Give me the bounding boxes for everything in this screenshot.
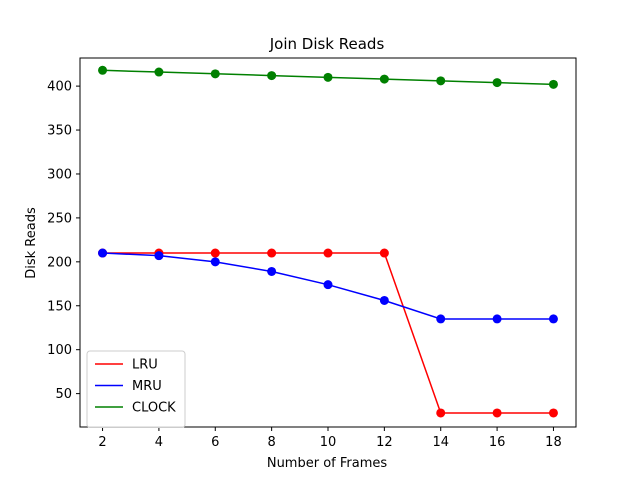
chart-title: Join Disk Reads <box>269 35 385 53</box>
y-tick-label: 350 <box>47 124 72 139</box>
data-point-lru <box>267 248 277 258</box>
x-tick-label: 4 <box>155 435 163 450</box>
data-point-mru <box>98 248 108 258</box>
y-axis: 50 100 150 200 250 300 350 400 <box>47 80 80 402</box>
data-point-clock <box>267 71 277 81</box>
data-point-lru <box>379 248 389 258</box>
y-axis-label: Disk Reads <box>24 207 39 279</box>
data-point-clock <box>436 76 446 86</box>
data-point-lru <box>210 248 220 258</box>
x-tick-label: 12 <box>376 435 393 450</box>
data-point-mru <box>436 314 446 324</box>
data-point-mru <box>492 314 502 324</box>
x-axis-label: Number of Frames <box>267 456 388 471</box>
data-point-mru <box>379 295 389 305</box>
legend: LRU MRU CLOCK <box>86 350 186 428</box>
data-point-clock <box>548 79 558 89</box>
data-point-mru <box>267 266 277 276</box>
y-tick-label: 400 <box>47 80 72 95</box>
y-tick-label: 200 <box>47 255 72 270</box>
x-tick-label: 14 <box>432 435 449 450</box>
data-point-clock <box>154 67 164 77</box>
data-point-lru <box>548 408 558 418</box>
data-point-clock <box>492 78 502 88</box>
data-point-mru <box>210 257 220 267</box>
plot-area: 2 4 6 8 10 12 14 16 18 50 100 150 200 250 300 350 400 LRU… <box>47 57 577 450</box>
data-point-lru <box>436 408 446 418</box>
x-tick-label: 2 <box>98 435 106 450</box>
data-point-clock <box>98 65 108 75</box>
x-tick-label: 16 <box>489 435 506 450</box>
data-point-clock <box>379 74 389 84</box>
x-tick-label: 10 <box>320 435 337 450</box>
legend-label-mru: MRU <box>132 379 162 394</box>
data-point-clock <box>323 72 333 82</box>
y-tick-label: 150 <box>47 299 72 314</box>
data-point-lru <box>492 408 502 418</box>
y-tick-label: 100 <box>47 343 72 358</box>
data-point-lru <box>323 248 333 258</box>
y-tick-label: 50 <box>55 387 72 402</box>
x-axis: 2 4 6 8 10 12 14 16 18 <box>98 427 562 450</box>
y-tick-label: 300 <box>47 167 72 182</box>
x-tick-label: 6 <box>211 435 219 450</box>
legend-box <box>86 350 186 428</box>
x-tick-label: 8 <box>267 435 275 450</box>
y-tick-label: 250 <box>47 211 72 226</box>
legend-label-clock: CLOCK <box>132 401 176 416</box>
data-point-mru <box>154 251 164 261</box>
data-point-mru <box>548 314 558 324</box>
series-clock <box>98 65 558 89</box>
series-mru <box>98 248 558 324</box>
data-point-mru <box>323 280 333 290</box>
x-tick-label: 18 <box>545 435 562 450</box>
legend-label-lru: LRU <box>132 358 158 373</box>
data-point-clock <box>210 69 220 79</box>
